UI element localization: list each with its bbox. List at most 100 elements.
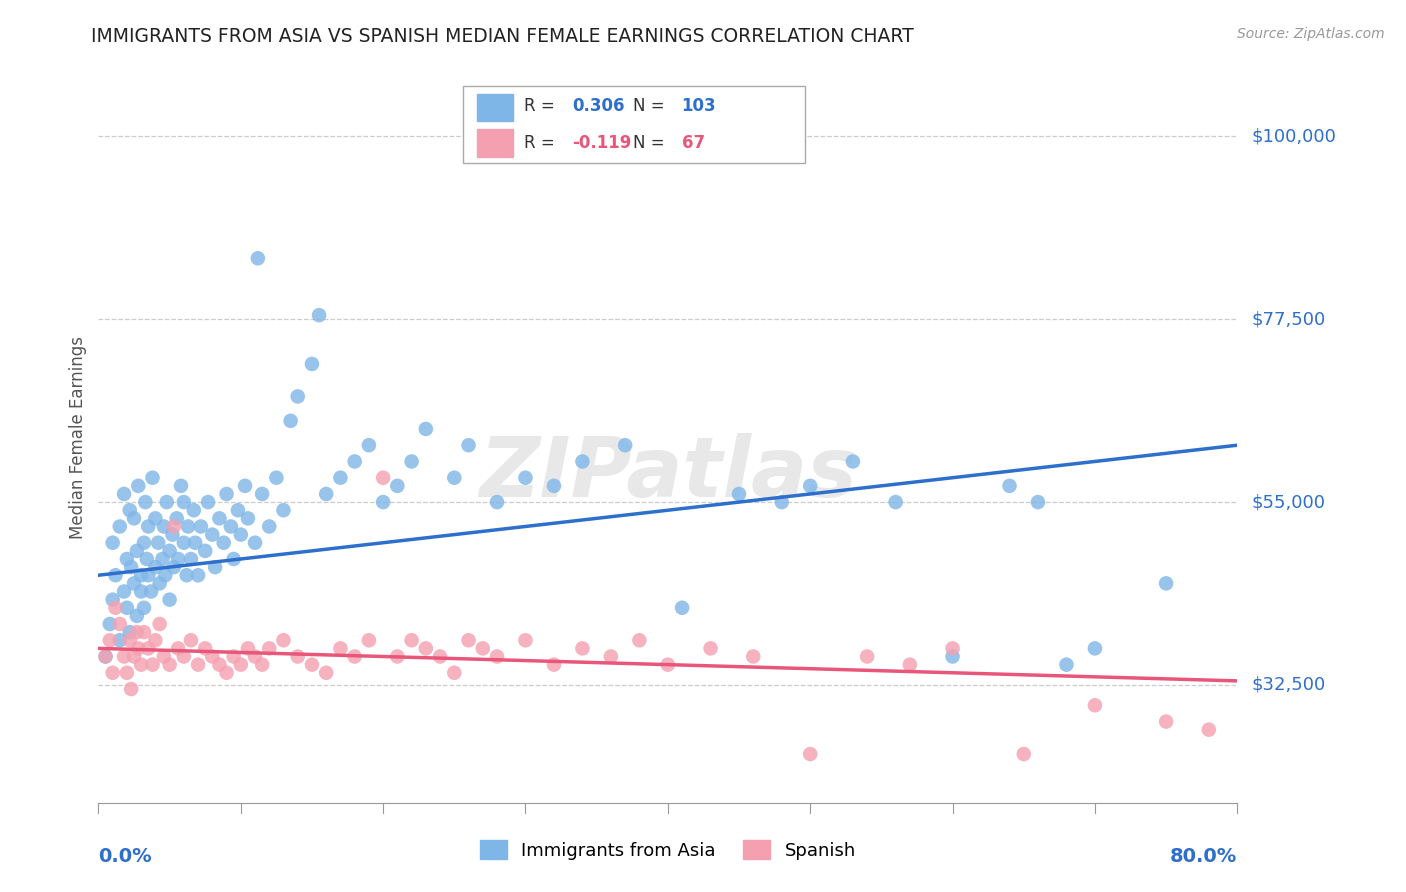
- Point: [118, 503, 141, 517]
- Point: [201, 527, 224, 541]
- Point: [219, 519, 242, 533]
- Point: [208, 657, 231, 672]
- Point: [770, 495, 793, 509]
- Point: [118, 625, 141, 640]
- Point: [152, 552, 174, 566]
- Point: [212, 535, 235, 549]
- Point: [153, 649, 176, 664]
- Point: [101, 535, 124, 549]
- Point: [387, 649, 409, 664]
- Point: [373, 495, 395, 509]
- Point: [149, 617, 172, 632]
- Point: [243, 535, 266, 549]
- Point: [301, 657, 323, 672]
- Point: [250, 657, 273, 672]
- Point: [628, 633, 651, 648]
- Point: [699, 641, 721, 656]
- Point: [177, 519, 200, 533]
- Point: [222, 649, 245, 664]
- Point: [357, 633, 380, 648]
- Point: [329, 641, 352, 656]
- Point: [315, 487, 337, 501]
- FancyBboxPatch shape: [463, 86, 804, 163]
- Point: [856, 649, 879, 664]
- Text: -0.119: -0.119: [572, 134, 631, 152]
- Text: 80.0%: 80.0%: [1170, 847, 1237, 866]
- Point: [159, 592, 181, 607]
- Point: [166, 511, 188, 525]
- Point: [259, 519, 281, 533]
- Point: [266, 471, 288, 485]
- Point: [471, 641, 494, 656]
- Point: [215, 487, 238, 501]
- Point: [197, 495, 219, 509]
- Point: [246, 252, 269, 266]
- Point: [287, 649, 309, 664]
- Point: [443, 471, 465, 485]
- Point: [229, 527, 252, 541]
- Point: [799, 479, 821, 493]
- Bar: [477, 94, 513, 121]
- Point: [127, 479, 149, 493]
- Point: [115, 665, 138, 680]
- Point: [98, 617, 121, 632]
- Point: [387, 479, 409, 493]
- Point: [204, 560, 226, 574]
- Point: [112, 487, 135, 501]
- Point: [134, 495, 156, 509]
- Point: [415, 422, 437, 436]
- Point: [273, 503, 295, 517]
- Point: [163, 560, 186, 574]
- Point: [108, 617, 131, 632]
- Point: [543, 657, 565, 672]
- Point: [187, 568, 209, 582]
- Text: $100,000: $100,000: [1251, 128, 1336, 145]
- Point: [122, 511, 145, 525]
- Point: [250, 487, 273, 501]
- Point: [187, 657, 209, 672]
- Point: [173, 535, 195, 549]
- Point: [457, 438, 479, 452]
- Point: [180, 633, 202, 648]
- Bar: [477, 129, 513, 157]
- Point: [543, 479, 565, 493]
- Text: 0.0%: 0.0%: [98, 847, 152, 866]
- Point: [115, 552, 138, 566]
- Point: [799, 747, 821, 761]
- Point: [571, 641, 593, 656]
- Point: [884, 495, 907, 509]
- Point: [343, 649, 366, 664]
- Point: [194, 641, 217, 656]
- Text: N =: N =: [633, 97, 669, 115]
- Point: [148, 535, 170, 549]
- Point: [136, 568, 159, 582]
- Point: [173, 495, 195, 509]
- Legend: Immigrants from Asia, Spanish: Immigrants from Asia, Spanish: [472, 833, 863, 867]
- Point: [671, 600, 693, 615]
- Text: $55,000: $55,000: [1251, 493, 1326, 511]
- Point: [614, 438, 637, 452]
- Point: [215, 665, 238, 680]
- Point: [139, 584, 162, 599]
- Point: [145, 560, 167, 574]
- Point: [571, 454, 593, 468]
- Point: [167, 641, 190, 656]
- Text: N =: N =: [633, 134, 669, 152]
- Point: [115, 600, 138, 615]
- Point: [401, 633, 423, 648]
- Point: [163, 519, 186, 533]
- Text: 103: 103: [682, 97, 716, 115]
- Point: [132, 625, 155, 640]
- Point: [162, 527, 184, 541]
- Point: [742, 649, 765, 664]
- Text: R =: R =: [524, 134, 561, 152]
- Point: [1154, 714, 1177, 729]
- Point: [600, 649, 623, 664]
- Point: [132, 535, 155, 549]
- Point: [132, 600, 155, 615]
- Text: IMMIGRANTS FROM ASIA VS SPANISH MEDIAN FEMALE EARNINGS CORRELATION CHART: IMMIGRANTS FROM ASIA VS SPANISH MEDIAN F…: [91, 27, 914, 45]
- Point: [1012, 747, 1035, 761]
- Point: [118, 633, 141, 648]
- Point: [136, 641, 159, 656]
- Point: [125, 625, 148, 640]
